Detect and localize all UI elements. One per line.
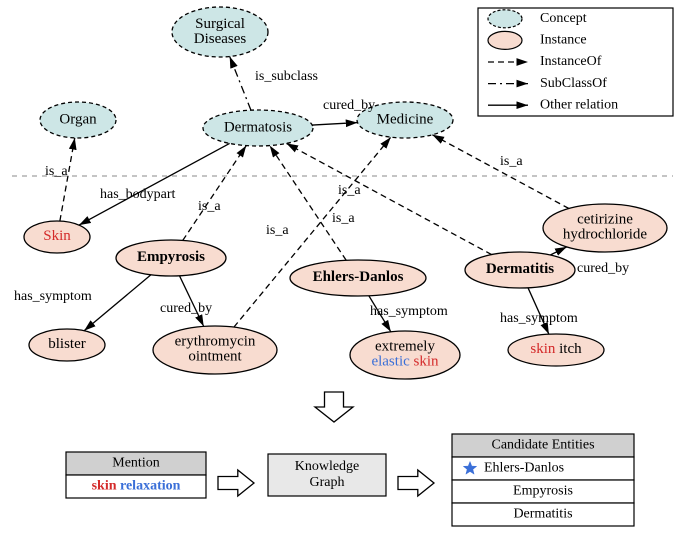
blister-label: blister xyxy=(48,336,86,352)
medicine-label: Medicine xyxy=(377,111,434,127)
ehlers-label: Ehlers-Danlos xyxy=(313,269,404,285)
erythro-label: ointment xyxy=(188,349,242,365)
candidate-row-label-1: Empyrosis xyxy=(513,484,573,499)
kg-box-label: Graph xyxy=(310,475,345,490)
itch-label: skin itch xyxy=(530,341,582,357)
edge-label-ehlers-elastic: has_symptom xyxy=(370,304,448,319)
edge-ehlers-dermatosis xyxy=(270,146,346,261)
cetirizine-label: cetirizine xyxy=(577,212,633,228)
edge-dermatitis-cetirizine xyxy=(550,247,566,255)
flow-arrow-right-1 xyxy=(218,470,254,496)
legend-swatch-instance_swatch xyxy=(488,31,522,49)
dermatosis-label: Dermatosis xyxy=(224,119,292,135)
elastic-label: extremely xyxy=(375,339,435,355)
edge-label-skin-organ: is_a xyxy=(45,164,68,179)
candidate-row-label-0: Ehlers-Danlos xyxy=(484,461,564,476)
skin-label: Skin xyxy=(43,228,71,244)
edge-skin-organ xyxy=(60,138,75,221)
legend-label-0: Concept xyxy=(540,11,587,26)
organ-label: Organ xyxy=(59,111,97,127)
edge-label-ehlers-dermatosis: is_a xyxy=(266,223,289,238)
edge-label-dermatitis-dermatosis: is_a xyxy=(332,211,355,226)
legend-swatch-concept_swatch xyxy=(488,10,522,28)
elastic-label: elastic skin xyxy=(371,354,439,370)
legend-label-2: InstanceOf xyxy=(540,54,602,69)
edge-dermatitis-dermatosis xyxy=(286,143,491,254)
mention-body-label: skin relaxation xyxy=(92,479,181,494)
empyrosis-label: Empyrosis xyxy=(137,249,205,265)
surgical-label: Diseases xyxy=(194,31,247,47)
cetirizine-label: hydrochloride xyxy=(563,227,647,243)
edge-label-dermatitis-itch: has_symptom xyxy=(500,311,578,326)
legend-label-4: Other relation xyxy=(540,97,618,112)
candidate-row-label-2: Dermatitis xyxy=(513,507,572,522)
edge-label-empyrosis-blister: has_symptom xyxy=(14,289,92,304)
edge-dermatosis-medicine xyxy=(312,123,357,125)
edge-empyrosis-dermatosis xyxy=(183,146,246,241)
surgical-label: Surgical xyxy=(195,16,245,32)
edge-cetirizine-medicine xyxy=(432,135,568,209)
edge-dermatosis-surgical xyxy=(230,56,251,110)
edge-empyrosis-blister xyxy=(84,275,151,331)
edge-label-dermatitis-cetirizine: cured_by xyxy=(577,261,629,276)
legend-label-1: Instance xyxy=(540,33,587,48)
edge-label-erythro-medicine: is_a xyxy=(338,183,361,198)
edge-erythro-medicine xyxy=(234,137,391,327)
erythro-label: erythromycin xyxy=(175,334,256,350)
edge-label-dermatosis-skin: has_bodypart xyxy=(100,187,176,202)
candidate-header-label: Candidate Entities xyxy=(491,438,594,453)
flow-arrow-right-2 xyxy=(398,470,434,496)
dermatitis-label: Dermatitis xyxy=(486,261,554,277)
edge-label-empyrosis-erythro: cured_by xyxy=(160,301,212,316)
legend-label-3: SubClassOf xyxy=(540,76,607,91)
edge-label-empyrosis-dermatosis: is_a xyxy=(198,199,221,214)
kg-box-label: Knowledge xyxy=(295,459,360,474)
flow-arrow-down xyxy=(315,392,353,422)
edge-label-cetirizine-medicine: is_a xyxy=(500,154,523,169)
mention-header-label: Mention xyxy=(112,456,159,471)
edge-label-dermatosis-medicine: cured_by xyxy=(323,98,375,113)
edge-label-dermatosis-surgical: is_subclass xyxy=(255,69,318,84)
